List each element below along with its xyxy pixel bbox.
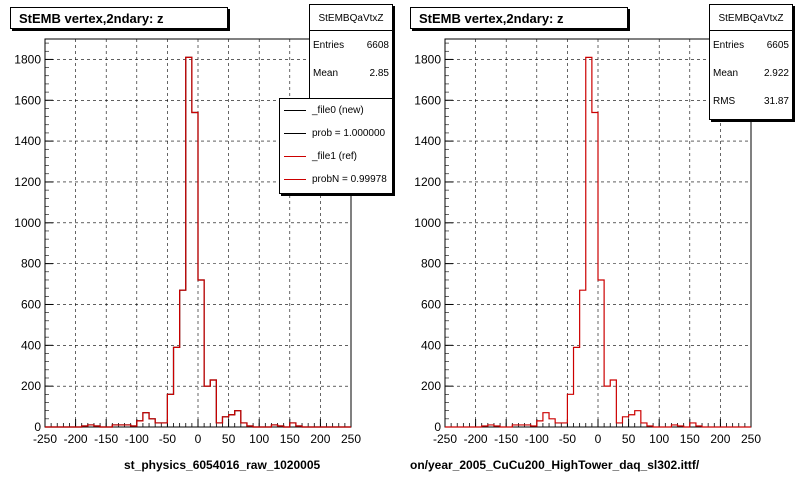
legend-label-probn: probN = 0.99978 — [312, 174, 387, 185]
x-tick-label: -50 — [559, 432, 577, 446]
y-tick-label: 400 — [21, 338, 41, 352]
y-tick-label: 200 — [421, 379, 441, 393]
x-tick-label: 100 — [649, 432, 669, 446]
x-tick-label: -150 — [94, 432, 118, 446]
y-tick-label: 1200 — [414, 175, 441, 189]
x-tick-label: 200 — [310, 432, 330, 446]
y-tick-label: 1400 — [14, 134, 41, 148]
y-tick-label: 600 — [21, 297, 41, 311]
legend-entry-probn: probN = 0.99978 — [280, 168, 392, 191]
legend-swatch-black-line — [284, 110, 306, 111]
y-tick-label: 600 — [421, 297, 441, 311]
y-tick-label: 0 — [434, 420, 441, 434]
right-stats-mean-label: Mean — [713, 67, 739, 79]
x-tick-label: -100 — [125, 432, 149, 446]
right-stats-row-mean: Mean 2.922 — [710, 59, 792, 87]
x-tick-label: -50 — [159, 432, 177, 446]
x-tick-label: 100 — [249, 432, 269, 446]
y-tick-label: 1800 — [414, 52, 441, 66]
right-x-axis-title: on/year_2005_CuCu200_HighTower_daq_sl302… — [410, 458, 700, 472]
right-stats-row-rms: RMS 31.87 — [710, 87, 792, 115]
y-tick-label: 1200 — [14, 175, 41, 189]
left-legend: _file0 (new) prob = 1.000000 _file1 (ref… — [279, 98, 393, 194]
x-tick-label: -150 — [494, 432, 518, 446]
right-stats-name: StEMBQaVtxZ — [710, 5, 792, 31]
x-tick-label: -250 — [433, 432, 457, 446]
right-stats-mean-value: 2.922 — [763, 67, 789, 79]
left-stats-row-entries: Entries 6608 — [310, 31, 392, 59]
right-stats-box: StEMBQaVtxZ Entries 6605 Mean 2.922 RMS … — [709, 4, 793, 120]
y-tick-label: 1000 — [414, 216, 441, 230]
left-histogram-plot: -250 -200 -150 -100 -50 0 50 100 150 200 250 0 200 40… — [14, 38, 361, 446]
left-x-axis-title: st_physics_6054016_raw_1020005 — [124, 458, 321, 472]
y-tick-label: 0 — [34, 420, 41, 434]
x-tick-label: 200 — [710, 432, 730, 446]
left-stats-mean-label: Mean — [313, 67, 339, 79]
left-stats-entries-label: Entries — [313, 39, 345, 51]
y-tick-label: 200 — [21, 379, 41, 393]
histogram-series-1 — [45, 56, 351, 428]
y-tick-label: 800 — [21, 257, 41, 271]
left-stats-name: StEMBQaVtxZ — [310, 5, 392, 31]
x-tick-label: 250 — [741, 432, 761, 446]
y-tick-label: 1400 — [414, 134, 441, 148]
legend-label-prob: prob = 1.000000 — [312, 128, 386, 139]
left-stats-box: StEMBQaVtxZ Entries 6608 Mean 2.85 — [309, 4, 393, 106]
legend-label-file0: _file0 (new) — [312, 105, 364, 116]
y-tick-label: 400 — [421, 338, 441, 352]
left-stats-mean-value: 2.85 — [369, 67, 389, 79]
left-plot-title: StEMB vertex,2ndary: z — [10, 7, 228, 29]
x-tick-label: -200 — [464, 432, 488, 446]
legend-swatch-red-line — [284, 179, 306, 180]
legend-entry-file0: _file0 (new) — [280, 99, 392, 122]
x-tick-label: 50 — [622, 432, 636, 446]
x-tick-label: 0 — [595, 432, 602, 446]
y-tick-label: 1000 — [14, 216, 41, 230]
left-stats-row-mean: Mean 2.85 — [310, 59, 392, 87]
y-tick-label: 1800 — [14, 52, 41, 66]
right-stats-entries-label: Entries — [713, 39, 745, 51]
x-tick-label: 50 — [222, 432, 236, 446]
histogram-series-0 — [445, 56, 751, 428]
legend-label-file1: _file1 (ref) — [312, 151, 358, 162]
legend-swatch-black-line — [284, 133, 306, 134]
x-tick-label: -250 — [33, 432, 57, 446]
x-tick-label: 250 — [341, 432, 361, 446]
right-stats-rms-value: 31.87 — [763, 95, 789, 107]
right-stats-entries-value: 6605 — [766, 39, 789, 51]
right-stats-row-entries: Entries 6605 — [710, 31, 792, 59]
y-tick-label: 800 — [421, 257, 441, 271]
legend-entry-file1: _file1 (ref) — [280, 145, 392, 168]
left-histogram-pad: -250 -200 -150 -100 -50 0 50 100 150 200 250 0 200 40… — [10, 4, 393, 472]
y-tick-label: 1600 — [414, 93, 441, 107]
left-stats-entries-value: 6608 — [366, 39, 389, 51]
x-tick-label: 150 — [680, 432, 700, 446]
right-stats-rms-label: RMS — [713, 95, 736, 107]
right-histogram-plot: -250 -200 -150 -100 -50 0 50 100 150 200 250 0 200 40… — [414, 38, 761, 446]
right-plot-title: StEMB vertex,2ndary: z — [410, 7, 628, 29]
y-tick-label: 1600 — [14, 93, 41, 107]
legend-entry-prob: prob = 1.000000 — [280, 122, 392, 145]
x-tick-label: -200 — [64, 432, 88, 446]
x-tick-label: 150 — [280, 432, 300, 446]
legend-swatch-red-line — [284, 156, 306, 157]
x-tick-label: 0 — [195, 432, 202, 446]
x-tick-label: -100 — [525, 432, 549, 446]
right-histogram-pad: -250 -200 -150 -100 -50 0 50 100 150 200 250 0 200 40… — [400, 0, 800, 480]
